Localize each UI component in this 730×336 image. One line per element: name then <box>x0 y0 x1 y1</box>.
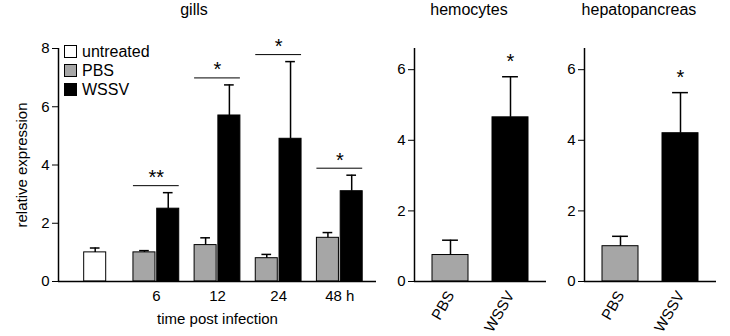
svg-text:4: 4 <box>41 156 49 173</box>
html-text:gills: gills <box>180 1 208 18</box>
html-text:hepatopancreas: hepatopancreas <box>581 1 697 18</box>
svg-text:0: 0 <box>567 272 575 289</box>
svg-text:2: 2 <box>567 202 575 219</box>
svg-text:PBS: PBS <box>428 288 458 322</box>
svg-text:0: 0 <box>397 272 405 289</box>
svg-text:*: * <box>507 50 515 72</box>
svg-text:time post infection: time post infection <box>157 310 278 327</box>
svg-text:PBS: PBS <box>598 288 628 322</box>
svg-text:0: 0 <box>41 272 49 289</box>
svg-text:6: 6 <box>567 60 575 77</box>
svg-text:*: * <box>336 149 344 171</box>
html-text:PBS: PBS <box>82 61 114 79</box>
svg-text:24: 24 <box>270 287 287 304</box>
html-text:untreated: untreated <box>82 42 150 60</box>
svg-text:6: 6 <box>41 98 49 115</box>
svg-text:WSSV: WSSV <box>650 288 687 335</box>
svg-text:8: 8 <box>41 39 49 56</box>
svg-text:12: 12 <box>209 287 226 304</box>
svg-text:6: 6 <box>397 60 405 77</box>
svg-text:2: 2 <box>41 214 49 231</box>
svg-text:2: 2 <box>397 202 405 219</box>
svg-text:WSSV: WSSV <box>480 288 517 335</box>
svg-text:6: 6 <box>152 287 160 304</box>
svg-text:4: 4 <box>397 131 405 148</box>
html-text:WSSV: WSSV <box>82 80 130 98</box>
svg-text:*: * <box>677 66 685 88</box>
svg-text:*: * <box>214 58 222 80</box>
svg-text:relative expression: relative expression <box>13 102 30 227</box>
svg-text:48 h: 48 h <box>325 287 354 304</box>
html-text:hemocytes: hemocytes <box>430 1 508 18</box>
svg-text:**: ** <box>149 166 165 188</box>
svg-text:4: 4 <box>567 131 575 148</box>
svg-text:*: * <box>275 35 283 57</box>
